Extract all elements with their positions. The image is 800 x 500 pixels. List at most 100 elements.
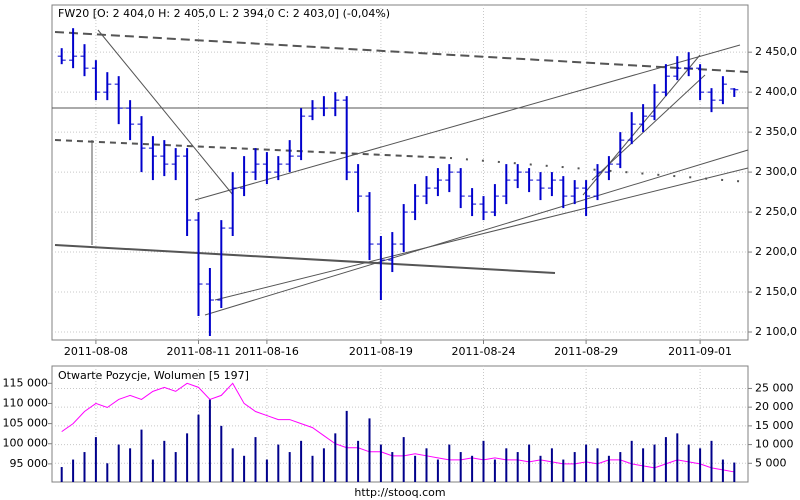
volume-bar [322, 448, 325, 482]
volume-bar [482, 440, 485, 482]
volume-bar [528, 444, 531, 482]
volume-bar [505, 448, 508, 482]
volume-bar [379, 444, 382, 482]
x-tick-label: 2011-09-01 [668, 345, 732, 358]
open-interest-line [61, 382, 735, 473]
volume-bar [619, 452, 622, 482]
volume-bar [630, 440, 633, 482]
y-tick-label: 2 200,0 [755, 245, 797, 258]
volume-bar [550, 448, 553, 482]
y-tick-label: 2 400,0 [755, 85, 797, 98]
y-tick-label: 15 000 [755, 419, 794, 432]
y-tick-label: 2 300,0 [755, 165, 797, 178]
volume-bar [208, 399, 211, 482]
volume-bar [368, 418, 371, 482]
volume-bar [721, 459, 724, 482]
volume-bar [174, 452, 177, 482]
volume-bar [357, 440, 360, 482]
volume-bar [471, 455, 474, 482]
x-tick-label: 2011-08-08 [64, 345, 128, 358]
trend-line [204, 149, 749, 316]
volume-bar [277, 444, 280, 482]
y-tick-label: 5 000 [755, 456, 787, 469]
y-tick-label: 105 000 [3, 417, 49, 430]
volume-bar [562, 459, 565, 482]
volume-bar [60, 467, 63, 482]
x-tick-label: 2011-08-29 [554, 345, 618, 358]
volume-bar [676, 433, 679, 482]
volume-bar [664, 437, 667, 482]
y-tick-label: 10 000 [755, 438, 794, 451]
volume-bar [334, 433, 337, 482]
volume-bar [106, 463, 109, 482]
volume-bar [642, 448, 645, 482]
y-tick-label: 100 000 [3, 437, 49, 450]
volume-bar [733, 462, 736, 482]
x-tick-label: 2011-08-19 [349, 345, 413, 358]
volume-bar [345, 410, 348, 482]
volume-bar [129, 448, 132, 482]
volume-bar [140, 429, 143, 482]
volume-bar [425, 448, 428, 482]
volume-bar [151, 459, 154, 482]
volume-bar [710, 440, 713, 482]
y-tick-label: 115 000 [3, 376, 49, 389]
y-tick-label: 25 000 [755, 381, 794, 394]
volume-bar [687, 444, 690, 482]
trend-line [97, 29, 234, 196]
volume-bar [186, 433, 189, 482]
volume-bar [448, 444, 451, 482]
volume-bar [391, 452, 394, 482]
volume-bar [300, 440, 303, 482]
volume-bar [220, 425, 223, 482]
trend-line [449, 157, 749, 183]
volume-bar [72, 459, 75, 482]
volume-bar [607, 455, 610, 482]
trend-line [582, 54, 701, 196]
trend-line [194, 44, 741, 201]
volume-bar [163, 440, 166, 482]
y-tick-label: 2 150,0 [755, 285, 797, 298]
volume-bar [459, 452, 462, 482]
volume-bar [254, 437, 257, 482]
volume-bar [311, 455, 314, 482]
volume-bar [83, 452, 86, 482]
volume-bar [402, 437, 405, 482]
y-tick-label: 95 000 [10, 457, 49, 470]
trend-line [214, 167, 749, 301]
trend-line [54, 244, 556, 274]
trend-line [54, 31, 749, 73]
volume-bar [231, 448, 234, 482]
footer: http://stooq.com [354, 486, 445, 499]
volume-bar [414, 455, 417, 482]
volume-bar [436, 459, 439, 482]
x-tick-label: 2011-08-24 [452, 345, 516, 358]
volume-bar [265, 459, 268, 482]
trend-lines [52, 29, 749, 316]
volume-bar [699, 448, 702, 482]
y-tick-label: 2 350,0 [755, 125, 797, 138]
panel-title: Otwarte Pozycje, Wolumen [5 197] [58, 369, 249, 382]
volume-bar [573, 452, 576, 482]
y-tick-label: 110 000 [3, 396, 49, 409]
x-tick-label: 2011-08-16 [235, 345, 299, 358]
volume-bar [197, 414, 200, 482]
y-tick-label: 2 250,0 [755, 205, 797, 218]
volume-bar [585, 444, 588, 482]
volume-bar [493, 459, 496, 482]
volume-bar [243, 455, 246, 482]
volume-bar [117, 444, 120, 482]
y-tick-label: 2 450,0 [755, 45, 797, 58]
volume-bar [539, 455, 542, 482]
y-tick-label: 2 100,0 [755, 325, 797, 338]
volume-bar [596, 448, 599, 482]
x-tick-label: 2011-08-11 [167, 345, 231, 358]
chart-title: FW20 [O: 2 404,0 H: 2 405,0 L: 2 394,0 C… [58, 7, 390, 20]
y-tick-label: 20 000 [755, 400, 794, 413]
volume-bar [653, 444, 656, 482]
volume-bar [94, 437, 97, 482]
trend-line [591, 74, 706, 181]
volume-bar [516, 452, 519, 482]
volume-bar [288, 452, 291, 482]
